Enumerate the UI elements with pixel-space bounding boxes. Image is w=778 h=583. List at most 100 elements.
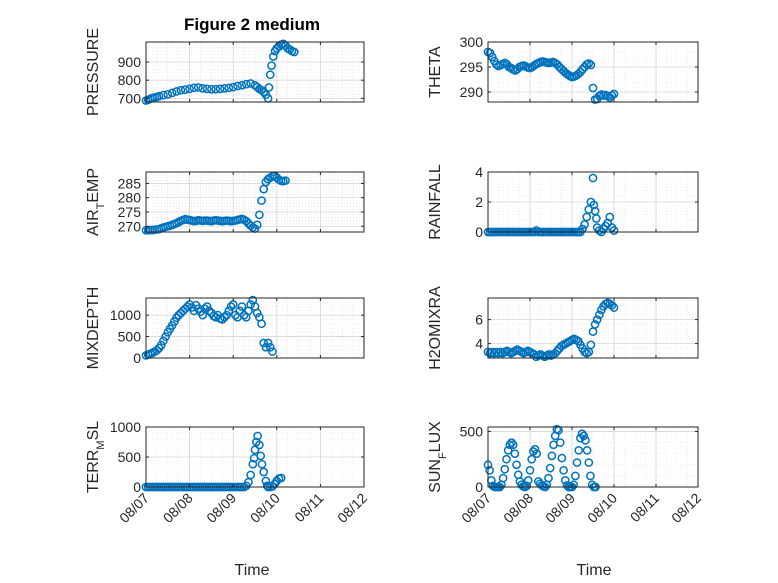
data-point (241, 79, 251, 89)
data-point (248, 459, 258, 469)
y-tick-label: 285 (118, 175, 142, 191)
data-point (592, 214, 601, 223)
y-axis-label: PRESSURE (85, 28, 102, 116)
x-tick-label: 08/08 (160, 490, 196, 526)
data-point (180, 85, 190, 94)
data-point (265, 342, 275, 352)
data-point (577, 429, 587, 439)
data-point (581, 435, 590, 445)
data-point (523, 475, 533, 485)
y-axis-label: H2OMIXRA (427, 286, 444, 370)
data-point (589, 200, 599, 210)
data-point (605, 212, 615, 222)
data-point (241, 216, 251, 226)
data-point (607, 300, 617, 310)
y-tick-label: 6 (475, 312, 483, 328)
data-point (268, 347, 277, 356)
y-tick-label: 300 (460, 34, 484, 50)
axes-box (145, 297, 365, 359)
data-point (178, 306, 188, 316)
data-point (594, 91, 604, 101)
data-point (261, 342, 271, 352)
data-point (594, 226, 604, 235)
x-tick-label: 08/08 (500, 490, 536, 526)
data-point (574, 445, 584, 455)
data-point (185, 84, 194, 94)
axes-box (145, 171, 365, 233)
data-point (532, 449, 542, 459)
x-axis-label-left: Time (235, 562, 270, 579)
y-tick-label: 1000 (110, 307, 141, 323)
axes-box (145, 41, 365, 103)
data-point (582, 212, 592, 222)
data-point (569, 480, 579, 490)
data-point (507, 438, 516, 447)
data-point (505, 440, 515, 450)
y-tick-label: 500 (460, 423, 484, 439)
data-point (559, 465, 568, 475)
data-point (498, 473, 508, 483)
data-point (189, 83, 199, 93)
data-point (200, 304, 210, 314)
data-point (224, 83, 234, 93)
data-point (172, 87, 181, 96)
data-point (545, 463, 555, 473)
data-point (207, 84, 216, 94)
data-point (183, 302, 192, 311)
data-point (152, 345, 162, 355)
data-point (163, 90, 173, 99)
data-point (193, 83, 203, 92)
data-point (220, 84, 229, 93)
data-point (172, 313, 181, 323)
data-point (609, 89, 619, 99)
y-tick-label: 295 (460, 59, 484, 75)
data-point (580, 220, 589, 229)
data-point (222, 310, 232, 320)
data-point (231, 310, 240, 320)
data-point (264, 83, 274, 92)
x-tick-label: 08/10 (584, 490, 620, 526)
data-point (502, 454, 511, 464)
y-tick-label: 275 (118, 204, 142, 220)
data-point (257, 459, 267, 469)
data-point (576, 67, 585, 77)
x-tick-label: 08/09 (203, 490, 239, 526)
x-tick-label: 08/11 (291, 490, 327, 526)
data-point (211, 84, 221, 94)
data-point (571, 471, 580, 481)
data-point (584, 59, 594, 68)
data-point (202, 302, 212, 311)
x-tick-label: 08/12 (668, 490, 704, 526)
data-point (176, 308, 186, 318)
data-point (246, 79, 255, 88)
data-series (483, 47, 619, 104)
data-point (159, 336, 168, 346)
data-point (161, 332, 170, 341)
data-point (530, 444, 540, 454)
data-point (584, 458, 594, 467)
y-axis-label: SUNFLUX (427, 421, 449, 493)
data-point (588, 83, 598, 93)
subplot-4: 0 2 4 RAINFALL (427, 164, 699, 240)
data-point (233, 81, 242, 91)
data-point (198, 84, 208, 93)
data-point (239, 310, 249, 320)
y-tick-label: 4 (475, 164, 483, 180)
data-point (167, 88, 177, 98)
subplot-2: 290 295 300 THETA (427, 34, 699, 104)
y-tick-label: 500 (118, 329, 142, 345)
y-tick-label: 800 (118, 72, 142, 88)
data-point (503, 445, 513, 455)
data-point (278, 39, 288, 49)
y-tick-label: 280 (118, 190, 142, 206)
axes-box (487, 426, 699, 488)
data-point (578, 65, 587, 74)
y-tick-label: 0 (475, 479, 483, 495)
data-point (268, 52, 278, 61)
data-point (228, 82, 238, 92)
data-point (547, 451, 557, 461)
data-point (263, 338, 273, 348)
data-point (594, 310, 604, 320)
data-point (586, 471, 595, 481)
